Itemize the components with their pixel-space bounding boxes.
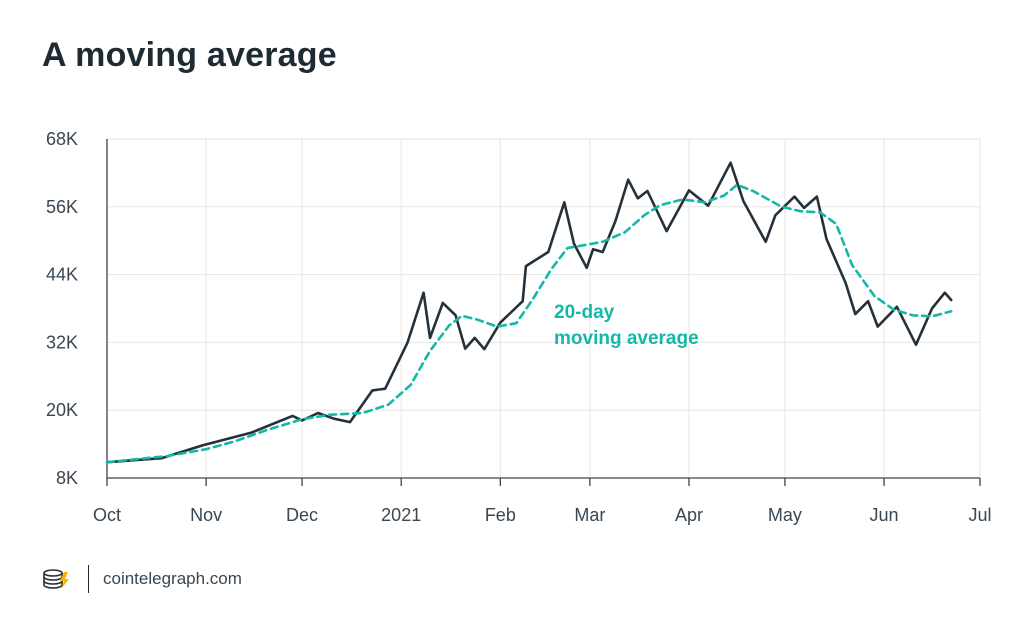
brand-name: cointelegraph.com bbox=[103, 569, 242, 588]
y-tick-label: 68K bbox=[46, 129, 78, 149]
chart-title: A moving average bbox=[42, 36, 337, 74]
x-tick-label: Feb bbox=[485, 505, 516, 525]
price-line bbox=[105, 161, 953, 464]
series-layer bbox=[105, 161, 953, 464]
x-tick-label: Mar bbox=[574, 505, 605, 525]
y-tick-label: 8K bbox=[56, 468, 78, 488]
moving-average-line bbox=[105, 183, 953, 464]
y-tick-label: 44K bbox=[46, 265, 78, 285]
footer-divider bbox=[88, 565, 89, 593]
cointelegraph-logo-icon bbox=[43, 569, 69, 589]
annotation-line-1: 20-day bbox=[554, 302, 615, 323]
footer: cointelegraph.com bbox=[42, 564, 242, 594]
x-tick-label: May bbox=[768, 505, 802, 525]
y-tick-label: 56K bbox=[46, 197, 78, 217]
line-chart: 8K 20K 32K 44K 56K 68K Oct Nov Dec 2021 Feb Mar Apr… bbox=[46, 129, 992, 525]
annotation-line-2: moving average bbox=[554, 328, 699, 349]
x-tick-label: 2021 bbox=[381, 505, 421, 525]
x-tick-label: Jun bbox=[870, 505, 899, 525]
y-axis: 8K 20K 32K 44K 56K 68K bbox=[46, 129, 108, 488]
grid-lines bbox=[106, 138, 981, 478]
x-tick-label: Nov bbox=[190, 505, 222, 525]
x-tick-label: Oct bbox=[93, 505, 121, 525]
x-tick-label: Jul bbox=[968, 505, 991, 525]
x-axis: Oct Nov Dec 2021 Feb Mar Apr May Jun Jul bbox=[93, 477, 992, 525]
y-tick-label: 20K bbox=[46, 400, 78, 420]
y-tick-label: 32K bbox=[46, 332, 78, 352]
x-tick-label: Dec bbox=[286, 505, 318, 525]
x-tick-label: Apr bbox=[675, 505, 703, 525]
